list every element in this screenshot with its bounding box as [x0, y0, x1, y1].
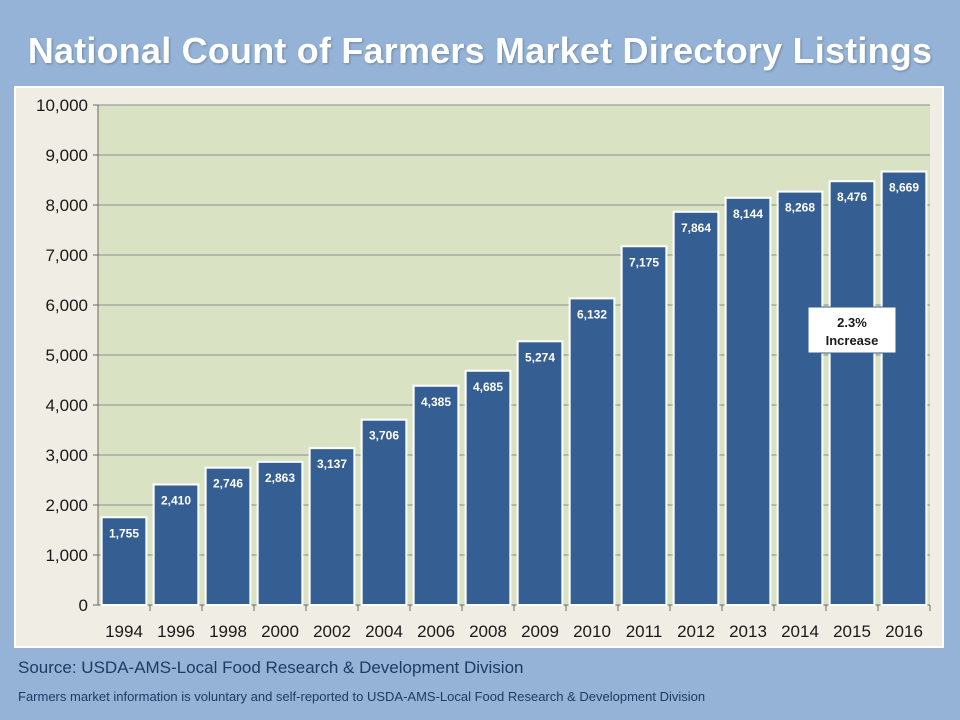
x-tick-label: 2009: [521, 622, 559, 641]
x-tick-label: 2006: [417, 622, 455, 641]
y-tick-label: 3,000: [45, 446, 88, 465]
x-tick-label: 2014: [781, 622, 819, 641]
data-label-2008: 4,685: [473, 380, 503, 394]
data-label-2012: 7,864: [681, 221, 711, 235]
data-label-1996: 2,410: [161, 494, 191, 508]
bar-2000: [256, 460, 304, 606]
x-tick-label: 2011: [626, 622, 663, 641]
data-label-2009: 5,274: [525, 350, 555, 364]
data-label-2016: 8,669: [889, 181, 919, 195]
x-tick-label: 2016: [885, 622, 923, 641]
source-text: Source: USDA-AMS-Local Food Research & D…: [18, 658, 524, 677]
y-tick-label: 8,000: [45, 196, 88, 215]
y-tick-label: 1,000: [45, 546, 88, 565]
x-tick-label: 2004: [365, 622, 403, 641]
y-tick-label: 2,000: [45, 496, 88, 515]
note-text: Farmers market information is voluntary …: [18, 689, 706, 704]
bar-2014: [776, 190, 824, 606]
slide-title: National Count of Farmers Market Directo…: [27, 30, 933, 71]
annotation-line2: Increase: [826, 333, 879, 348]
bar-2012: [672, 210, 720, 607]
x-tick-label: 1996: [157, 622, 195, 641]
y-tick-label: 10,000: [36, 96, 88, 115]
bar-2016: [880, 170, 928, 607]
data-label-2000: 2,863: [265, 471, 295, 485]
bar-2002: [308, 447, 356, 606]
y-tick-label: 9,000: [45, 146, 88, 165]
x-tick-label: 2000: [261, 622, 299, 641]
x-tick-label: 1994: [105, 622, 143, 641]
data-label-2002: 3,137: [317, 457, 347, 471]
data-label-2013: 8,144: [733, 207, 763, 221]
data-label-1994: 1,755: [109, 526, 139, 540]
bar-2013: [724, 196, 772, 607]
data-label-1998: 2,746: [213, 477, 243, 491]
data-label-2010: 6,132: [577, 307, 607, 321]
data-label-2004: 3,706: [369, 429, 399, 443]
x-tick-label: 2002: [313, 622, 351, 641]
bar-2004: [360, 418, 408, 607]
x-tick-label: 2008: [469, 622, 507, 641]
x-tick-label: 2012: [677, 622, 715, 641]
data-label-2011: 7,175: [629, 255, 659, 269]
data-label-2015: 8,476: [837, 190, 867, 204]
bar-1994: [100, 516, 148, 606]
annotation-box: [807, 306, 897, 354]
y-tick-label: 6,000: [45, 296, 88, 315]
x-tick-label: 2010: [573, 622, 611, 641]
bar-1998: [204, 466, 252, 607]
bar-2010: [568, 297, 616, 606]
y-tick-label: 0: [79, 596, 88, 615]
x-tick-label: 2013: [729, 622, 767, 641]
y-tick-label: 4,000: [45, 396, 88, 415]
data-label-2006: 4,385: [421, 395, 451, 409]
annotation-line1: 2.3%: [837, 315, 867, 330]
bar-2011: [620, 245, 668, 606]
bar-2015: [828, 180, 876, 606]
y-tick-label: 5,000: [45, 346, 88, 365]
bar-1996: [152, 483, 200, 606]
data-label-2014: 8,268: [785, 201, 815, 215]
bar-2009: [516, 340, 564, 606]
x-tick-label: 2015: [833, 622, 871, 641]
x-tick-label: 1998: [209, 622, 247, 641]
y-tick-label: 7,000: [45, 246, 88, 265]
bar-2006: [412, 384, 460, 606]
bar-2008: [464, 369, 512, 606]
